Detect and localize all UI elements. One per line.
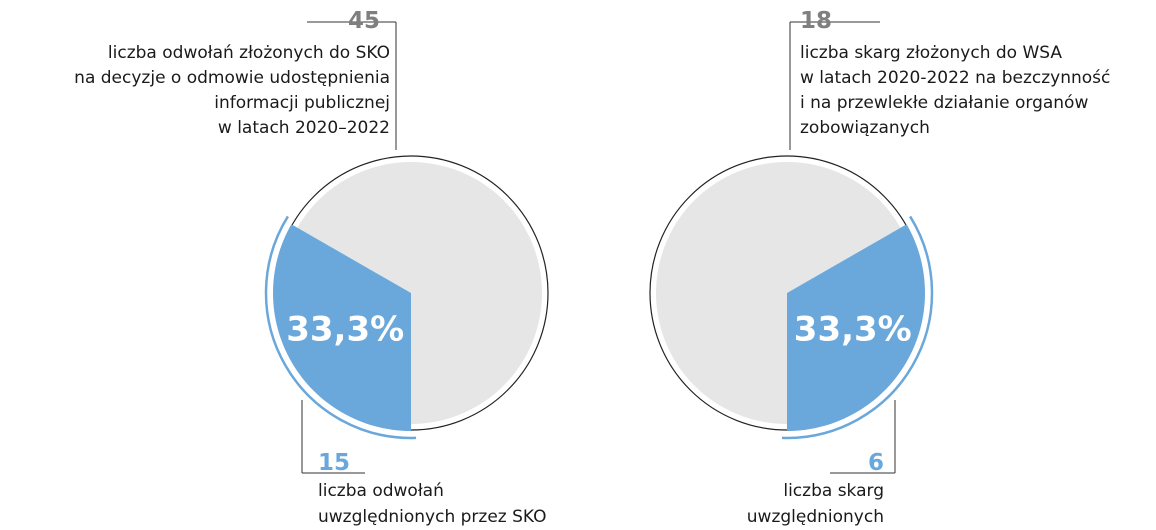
leader-line [307,21,397,150]
total-label: w latach 2020-2022 na bezczynność [800,68,1110,88]
leader-line [301,400,365,474]
part-number: 6 [868,450,884,476]
part-number: 15 [318,450,350,476]
total-number: 45 [348,8,380,34]
part-label: uwzględnionych [747,507,884,527]
pie-slice [272,224,411,431]
total-label: na decyzje o odmowie udostępnienia [74,68,390,88]
total-label: liczba skarg złożonych do WSA [800,43,1062,63]
part-label: uwzględnionych przez SKO [318,507,547,527]
total-label: liczba odwołań złożonych do SKO [108,43,390,63]
part-label: liczba odwołań [318,481,444,501]
pie-rest [655,161,901,425]
total-label: w latach 2020–2022 [218,118,390,138]
total-number: 18 [800,8,832,34]
total-label: zobowiązanych [800,118,930,138]
part-label: liczba skarg [783,481,884,501]
leader-line [830,400,896,474]
total-label: informacji publicznej [214,93,390,113]
total-label: i na przewlekłe działanie organów [800,93,1088,113]
percent-label: 33,3% [286,310,404,350]
leader-line [789,21,880,150]
slice-arc [781,215,934,440]
slice-arc [264,215,417,440]
pie-slice [787,224,925,431]
percent-label: 33,3% [794,310,912,350]
pie-rest [297,161,543,424]
